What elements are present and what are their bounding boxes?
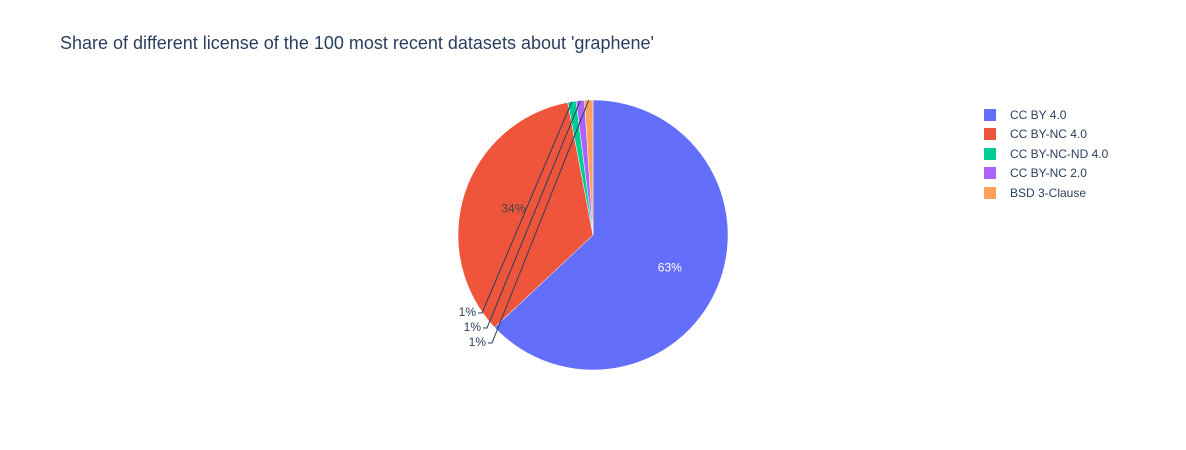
legend-swatch bbox=[984, 128, 996, 141]
chart-title: Share of different license of the 100 mo… bbox=[60, 33, 654, 53]
pie-slice-cc-by-4-0[interactable] bbox=[494, 99, 729, 371]
leader-line bbox=[478, 101, 573, 314]
pie-slices bbox=[457, 99, 729, 371]
legend-item-cc-by-4-0[interactable]: CC BY 4.0 bbox=[984, 105, 1108, 125]
legend-label: CC BY-NC 2.0 bbox=[1010, 166, 1087, 181]
leader-line bbox=[483, 100, 581, 329]
legend-swatch bbox=[984, 167, 996, 180]
legend-label: CC BY 4.0 bbox=[1010, 107, 1067, 122]
legend-item-cc-by-nc-4-0[interactable]: CC BY-NC 4.0 bbox=[984, 125, 1108, 145]
leader-line bbox=[488, 99, 590, 344]
legend: CC BY 4.0 CC BY-NC 4.0 CC BY-NC-ND 4.0 C… bbox=[984, 105, 1108, 203]
legend-item-cc-by-nc-2-0[interactable]: CC BY-NC 2.0 bbox=[984, 164, 1108, 184]
slice-label-4: 1% bbox=[469, 335, 487, 349]
legend-label: CC BY-NC 4.0 bbox=[1010, 127, 1087, 142]
slice-label-3: 1% bbox=[464, 320, 482, 334]
slice-label-1: 34% bbox=[501, 201, 525, 215]
pie-slice-cc-by-nc-4-0[interactable] bbox=[457, 102, 594, 328]
legend-swatch bbox=[984, 108, 996, 121]
pie-slice-bsd-3-clause[interactable] bbox=[584, 99, 594, 236]
legend-item-cc-by-nc-nd-4-0[interactable]: CC BY-NC-ND 4.0 bbox=[984, 144, 1108, 164]
legend-swatch bbox=[984, 147, 996, 160]
slice-label-0: 63% bbox=[658, 260, 682, 274]
pie-labels: 63%34%1%1%1% bbox=[459, 99, 682, 349]
legend-item-bsd-3-clause[interactable]: BSD 3-Clause bbox=[984, 183, 1108, 203]
legend-swatch bbox=[984, 186, 996, 199]
legend-label: CC BY-NC-ND 4.0 bbox=[1010, 146, 1109, 161]
slice-label-2: 1% bbox=[459, 305, 477, 319]
legend-label: BSD 3-Clause bbox=[1010, 185, 1087, 200]
